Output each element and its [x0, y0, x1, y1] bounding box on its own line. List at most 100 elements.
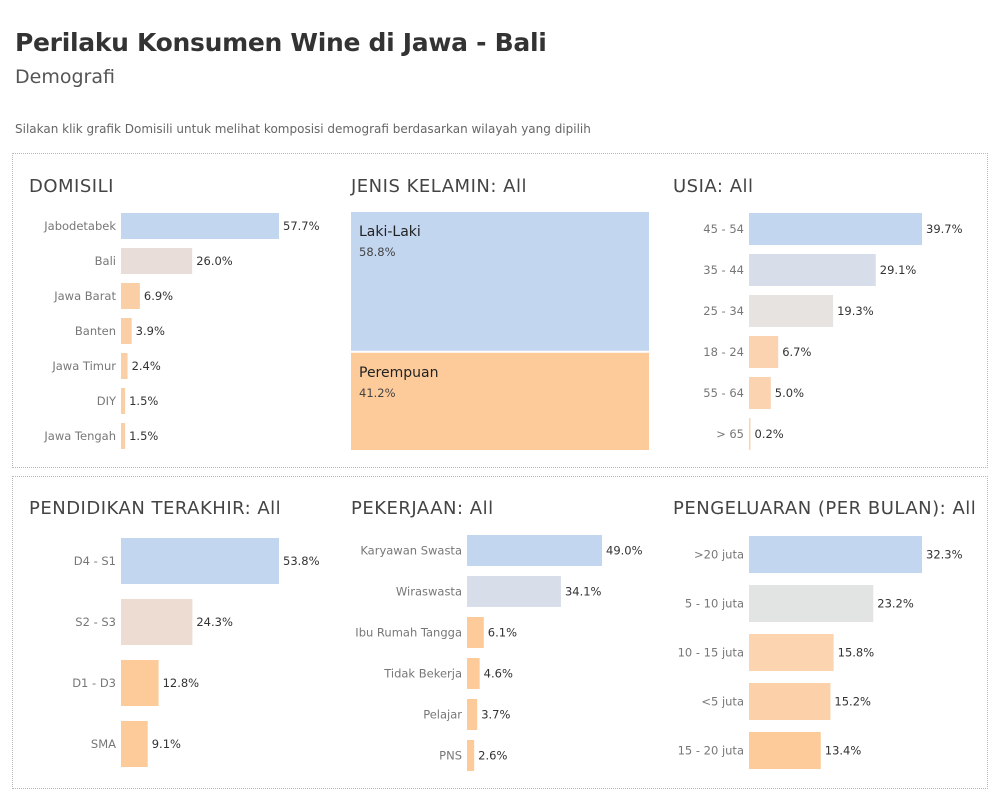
domisili-value-label: 3.9% [136, 324, 165, 338]
domisili-category-label: Jabodetabek [43, 219, 116, 233]
pekerjaan-bar[interactable] [467, 535, 602, 566]
domisili-category-label: Bali [95, 254, 116, 268]
jenis-kelamin-category-label: Laki-Laki [359, 224, 421, 240]
pendidikan-bar[interactable] [121, 538, 279, 584]
pengeluaran-bar[interactable] [749, 732, 821, 769]
usia-bar[interactable] [749, 336, 779, 368]
pengeluaran-title: PENGELUARAN (PER BULAN): All [673, 498, 977, 519]
domisili-bar[interactable] [121, 388, 126, 414]
jenis-kelamin-segment[interactable] [351, 352, 649, 450]
usia-bar[interactable] [749, 295, 834, 327]
pekerjaan-category-label: Karyawan Swasta [360, 544, 462, 558]
jenis-kelamin-category-label: Perempuan [359, 365, 438, 381]
domisili-category-label: DIY [97, 394, 117, 408]
domisili-value-label: 1.5% [129, 394, 158, 408]
page-title: Perilaku Konsumen Wine di Jawa - Bali [15, 28, 547, 57]
domisili-value-label: 6.9% [144, 289, 173, 303]
domisili-bar[interactable] [121, 283, 140, 309]
pengeluaran-value-label: 15.2% [834, 695, 871, 709]
usia-bar[interactable] [749, 377, 771, 409]
pengeluaran-value-label: 32.3% [926, 548, 963, 562]
pendidikan-title: PENDIDIKAN TERAKHIR: All [29, 498, 282, 519]
pengeluaran-chart[interactable]: >20 juta 32.3% 5 - 10 juta 23.2% 10 - 15 jut… [672, 532, 992, 777]
pengeluaran-value-label: 15.8% [838, 646, 875, 660]
pekerjaan-bar[interactable] [467, 699, 478, 730]
pendidikan-value-label: 24.3% [196, 615, 233, 629]
pendidikan-bar[interactable] [121, 599, 193, 645]
usia-value-label: 19.3% [837, 304, 874, 318]
pengeluaran-category-label: 10 - 15 juta [678, 646, 744, 660]
pekerjaan-bar[interactable] [467, 740, 475, 771]
pekerjaan-chart[interactable]: Karyawan Swasta 49.0% Wiraswasta 34.1% Ibu R… [340, 531, 670, 776]
domisili-value-label: 1.5% [129, 429, 158, 443]
pekerjaan-value-label: 2.6% [478, 749, 507, 763]
pendidikan-value-label: 12.8% [163, 676, 200, 690]
pendidikan-category-label: D1 - D3 [72, 676, 116, 690]
jenis-kelamin-value-label: 58.8% [359, 245, 396, 259]
domisili-category-label: Banten [75, 324, 116, 338]
usia-category-label: > 65 [716, 427, 744, 441]
usia-bar[interactable] [749, 213, 922, 245]
pengeluaran-value-label: 23.2% [877, 597, 914, 611]
domisili-bar[interactable] [121, 423, 126, 449]
usia-category-label: 25 - 34 [703, 304, 744, 318]
page-subtitle: Demografi [15, 66, 115, 88]
pekerjaan-bar[interactable] [467, 617, 484, 648]
usia-bar[interactable] [749, 418, 751, 450]
jenis-kelamin-chart[interactable]: Laki-Laki 58.8% Perempuan 41.2% [351, 212, 649, 450]
domisili-bar[interactable] [121, 318, 132, 344]
pekerjaan-value-label: 6.1% [488, 626, 517, 640]
pengeluaran-value-label: 13.4% [825, 744, 862, 758]
pekerjaan-bar[interactable] [467, 576, 561, 607]
usia-value-label: 6.7% [782, 345, 811, 359]
pendidikan-category-label: SMA [91, 737, 116, 751]
usia-chart[interactable]: 45 - 54 39.7% 35 - 44 29.1% 25 - 34 19.3% 18 -… [672, 209, 992, 454]
usia-title: USIA: All [673, 176, 754, 197]
domisili-category-label: Jawa Timur [51, 359, 116, 373]
domisili-title: DOMISILI [29, 176, 114, 197]
pekerjaan-category-label: Pelajar [423, 708, 462, 722]
domisili-bar[interactable] [121, 213, 279, 239]
domisili-bar[interactable] [121, 248, 193, 274]
pengeluaran-bar[interactable] [749, 683, 831, 720]
pendidikan-category-label: D4 - S1 [74, 554, 116, 568]
pendidikan-chart[interactable]: D4 - S1 53.8% S2 - S3 24.3% D1 - D3 12.8% SMA 9… [0, 533, 330, 778]
pendidikan-bar[interactable] [121, 660, 159, 706]
domisili-value-label: 2.4% [132, 359, 161, 373]
usia-category-label: 18 - 24 [703, 345, 744, 359]
pendidikan-value-label: 9.1% [152, 737, 181, 751]
domisili-category-label: Jawa Tengah [43, 429, 116, 443]
pengeluaran-bar[interactable] [749, 585, 874, 622]
pekerjaan-title: PEKERJAAN: All [351, 498, 494, 519]
pengeluaran-category-label: <5 juta [701, 695, 744, 709]
pekerjaan-value-label: 49.0% [606, 544, 643, 558]
pekerjaan-value-label: 4.6% [484, 667, 513, 681]
pekerjaan-category-label: Wiraswasta [396, 585, 462, 599]
usia-value-label: 39.7% [926, 222, 963, 236]
pekerjaan-bar[interactable] [467, 658, 480, 689]
instruction-text: Silakan klik grafik Domisili untuk melih… [15, 122, 591, 136]
usia-category-label: 45 - 54 [703, 222, 744, 236]
usia-value-label: 5.0% [775, 386, 804, 400]
usia-value-label: 0.2% [755, 427, 784, 441]
pengeluaran-category-label: 5 - 10 juta [685, 597, 744, 611]
domisili-bar[interactable] [121, 353, 128, 379]
pekerjaan-value-label: 3.7% [481, 708, 510, 722]
pekerjaan-category-label: Ibu Rumah Tangga [355, 626, 462, 640]
domisili-chart[interactable]: Jabodetabek 57.7% Bali 26.0% Jawa Barat 6.9% B… [0, 207, 330, 452]
pengeluaran-bar[interactable] [749, 536, 922, 573]
pendidikan-bar[interactable] [121, 721, 148, 767]
domisili-value-label: 26.0% [196, 254, 233, 268]
jenis-kelamin-segment[interactable] [351, 212, 649, 351]
top-panel [12, 153, 988, 468]
jenis-kelamin-value-label: 41.2% [359, 386, 396, 400]
pengeluaran-category-label: 15 - 20 juta [678, 744, 744, 758]
usia-bar[interactable] [749, 254, 876, 286]
domisili-value-label: 57.7% [283, 219, 320, 233]
pendidikan-category-label: S2 - S3 [75, 615, 116, 629]
usia-value-label: 29.1% [880, 263, 917, 277]
pengeluaran-category-label: >20 juta [694, 548, 744, 562]
usia-category-label: 35 - 44 [703, 263, 744, 277]
pekerjaan-value-label: 34.1% [565, 585, 602, 599]
pengeluaran-bar[interactable] [749, 634, 834, 671]
